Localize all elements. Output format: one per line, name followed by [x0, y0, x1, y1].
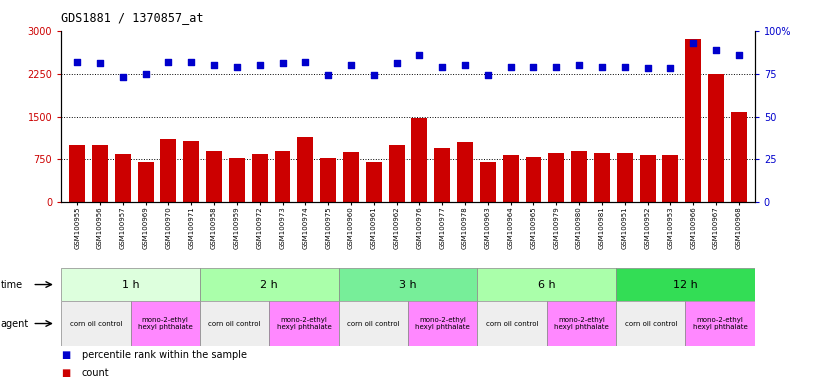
Bar [131, 301, 200, 346]
Point [116, 74, 129, 80]
Bar [274, 151, 290, 202]
Bar [411, 118, 428, 202]
Bar [200, 301, 269, 346]
Bar [594, 152, 610, 202]
Point [641, 65, 654, 71]
Point [299, 58, 312, 65]
Bar [297, 137, 313, 202]
Bar [161, 139, 176, 202]
Point [436, 64, 449, 70]
Bar [571, 151, 587, 202]
Bar [388, 145, 405, 202]
Point [481, 72, 494, 78]
Text: count: count [82, 368, 109, 378]
Point [664, 65, 677, 71]
Text: corn oil control: corn oil control [208, 321, 261, 326]
Point [162, 58, 175, 65]
Point [390, 60, 403, 66]
Bar [526, 157, 542, 202]
Point [619, 64, 632, 70]
Point [550, 64, 563, 70]
Bar [477, 268, 616, 301]
Bar [434, 148, 450, 202]
Point [709, 46, 722, 53]
Text: corn oil control: corn oil control [69, 321, 122, 326]
Bar [339, 268, 477, 301]
Point [596, 64, 609, 70]
Point [184, 58, 197, 65]
Bar [115, 154, 131, 202]
Point [687, 40, 700, 46]
Bar [731, 112, 747, 202]
Bar [547, 301, 616, 346]
Bar [708, 74, 724, 202]
Point [732, 52, 745, 58]
Point [207, 62, 220, 68]
Point [253, 62, 266, 68]
Point [573, 62, 586, 68]
Bar [480, 162, 496, 202]
Text: 12 h: 12 h [673, 280, 698, 290]
Text: mono-2-ethyl
hexyl phthalate: mono-2-ethyl hexyl phthalate [693, 317, 747, 330]
Bar [206, 151, 222, 202]
Point [367, 72, 380, 78]
Text: percentile rank within the sample: percentile rank within the sample [82, 350, 246, 360]
Text: corn oil control: corn oil control [347, 321, 400, 326]
Text: agent: agent [1, 318, 29, 329]
Point [139, 71, 152, 77]
Bar [408, 301, 477, 346]
Bar [343, 152, 359, 202]
Text: 3 h: 3 h [399, 280, 417, 290]
Text: 6 h: 6 h [538, 280, 556, 290]
Point [71, 58, 84, 65]
Point [344, 62, 357, 68]
Bar [138, 162, 153, 202]
Text: mono-2-ethyl
hexyl phthalate: mono-2-ethyl hexyl phthalate [554, 317, 609, 330]
Text: GDS1881 / 1370857_at: GDS1881 / 1370857_at [61, 12, 204, 25]
Text: mono-2-ethyl
hexyl phthalate: mono-2-ethyl hexyl phthalate [138, 317, 193, 330]
Bar [184, 141, 199, 202]
Bar [251, 154, 268, 202]
Bar [685, 39, 701, 202]
Bar [229, 158, 245, 202]
Bar [320, 158, 336, 202]
Bar [548, 152, 565, 202]
Point [459, 62, 472, 68]
Bar [339, 301, 408, 346]
Bar [69, 145, 85, 202]
Bar [663, 155, 678, 202]
Point [94, 60, 107, 66]
Point [276, 60, 289, 66]
Bar [61, 268, 200, 301]
Text: time: time [1, 280, 23, 290]
Bar [200, 268, 339, 301]
Text: 2 h: 2 h [260, 280, 278, 290]
Point [413, 52, 426, 58]
Text: corn oil control: corn oil control [486, 321, 539, 326]
Bar [92, 145, 108, 202]
Bar [366, 162, 382, 202]
Bar [616, 268, 755, 301]
Point [230, 64, 243, 70]
Bar [685, 301, 755, 346]
Text: mono-2-ethyl
hexyl phthalate: mono-2-ethyl hexyl phthalate [415, 317, 470, 330]
Bar [477, 301, 547, 346]
Text: corn oil control: corn oil control [624, 321, 677, 326]
Bar [503, 156, 519, 202]
Bar [269, 301, 339, 346]
Bar [617, 152, 632, 202]
Text: 1 h: 1 h [122, 280, 140, 290]
Bar [616, 301, 685, 346]
Text: ■: ■ [61, 368, 70, 378]
Point [504, 64, 517, 70]
Bar [640, 155, 655, 202]
Text: ■: ■ [61, 350, 70, 360]
Bar [61, 301, 131, 346]
Bar [457, 142, 473, 202]
Point [322, 72, 335, 78]
Point [527, 64, 540, 70]
Text: mono-2-ethyl
hexyl phthalate: mono-2-ethyl hexyl phthalate [277, 317, 331, 330]
